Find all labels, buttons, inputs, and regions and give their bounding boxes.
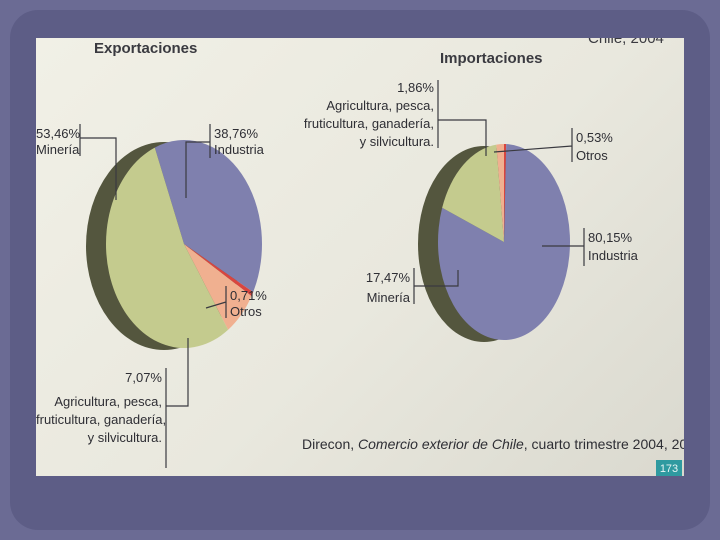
pie-importaciones xyxy=(418,143,571,342)
pie-exp-slice-agricultura xyxy=(184,244,252,330)
exp-agricultura-pct: 7,07% xyxy=(125,370,162,385)
imp-mineria-leader xyxy=(413,268,459,304)
exp-mineria-label: Minería xyxy=(36,142,80,157)
label-leader-lines xyxy=(79,80,585,468)
imp-industria-label: Industria xyxy=(588,248,638,263)
imp-industria-pct: 80,15% xyxy=(588,230,633,245)
pie-imp-slice-industria xyxy=(438,144,571,340)
pie-imp-slice-agricultura xyxy=(496,144,504,242)
imp-agricultura-pct: 1,86% xyxy=(397,80,434,95)
pie-exp-slice-minería xyxy=(105,147,229,348)
exp-otros-leader xyxy=(205,286,227,318)
imp-mineria-pct: 17,47% xyxy=(365,270,410,285)
page-number: 173 xyxy=(656,460,682,476)
imp-otros-leader xyxy=(493,128,573,162)
pie-exp-slice-otros xyxy=(184,244,254,297)
imp-agricultura-leader xyxy=(437,80,487,156)
imp-agricultura-label-2: fruticultura, ganadería, xyxy=(303,116,434,131)
source-citation: Direcon, Comercio exterior de Chile, cua… xyxy=(302,436,684,452)
imp-industria-leader xyxy=(542,228,585,266)
pie-charts-svg xyxy=(79,80,585,468)
imp-otros-pct: 0,53% xyxy=(576,130,613,145)
exp-industria-label: Industria xyxy=(214,142,264,157)
exp-otros-pct: 0,71% xyxy=(230,288,267,303)
source-title: Comercio exterior de Chile xyxy=(358,436,524,452)
chart-title-exportaciones: Exportaciones xyxy=(94,40,198,57)
exp-agricultura-label-1: Agricultura, pesca, xyxy=(54,394,162,409)
exp-industria-pct: 38,76% xyxy=(214,126,259,141)
textbook-photo: Chile, 2004 Exportaciones Importaciones … xyxy=(36,38,684,476)
exp-agricultura-leader xyxy=(165,338,189,468)
exp-agricultura-label-3: y silvicultura. xyxy=(87,430,162,445)
pie-imp-slice-minería xyxy=(442,144,504,242)
imp-otros-label: Otros xyxy=(576,148,608,163)
chart-title-importaciones: Importaciones xyxy=(440,50,543,67)
imp-agricultura-label-1: Agricultura, pesca, xyxy=(326,98,434,113)
pie-exportaciones xyxy=(86,139,262,350)
pie-exp-slice-industria xyxy=(154,139,262,293)
imp-agricultura-label-3: y silvicultura. xyxy=(359,134,434,149)
source-author: Direcon, xyxy=(302,436,359,452)
exp-mineria-pct: 53,46% xyxy=(36,126,81,141)
imp-mineria-label: Minería xyxy=(366,290,410,305)
header-fragment: Chile, 2004 xyxy=(588,38,664,47)
pie-imp-slice-otros xyxy=(504,143,507,242)
exp-industria-leader xyxy=(185,124,211,198)
exp-agricultura-label-2: fruticultura, ganadería, xyxy=(36,412,167,427)
exp-otros-label: Otros xyxy=(230,304,262,319)
exp-mineria-leader xyxy=(79,124,117,200)
source-details: , cuarto trimestre 2004, 2005. xyxy=(523,436,684,452)
